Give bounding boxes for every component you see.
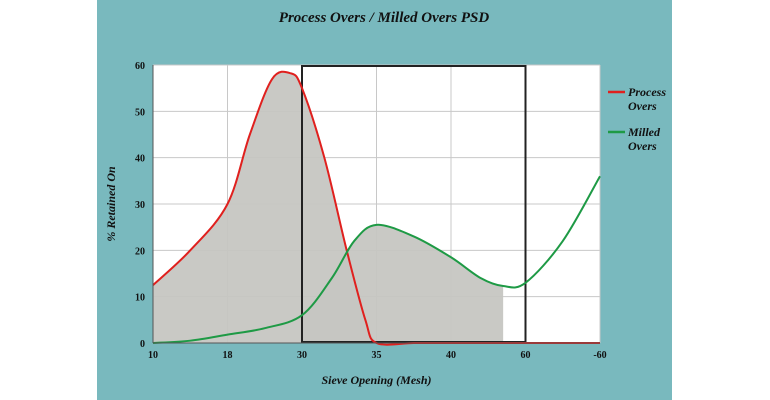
y-tick-label: 10 <box>135 293 145 304</box>
legend-label: Process <box>628 85 666 99</box>
milled-overs-area <box>302 224 504 343</box>
x-tick-label: 35 <box>372 350 382 361</box>
axes <box>152 65 600 344</box>
y-tick-label: 0 <box>140 339 145 350</box>
x-axis-title: Sieve Opening (Mesh) <box>322 373 432 387</box>
chart-panel: Process Overs / Milled Overs PSD 10 18 30 3… <box>97 0 672 400</box>
x-tick-labels: 10 18 30 35 40 60 -60 <box>148 350 607 361</box>
x-tick-label: -60 <box>593 350 606 361</box>
x-tick-label: 10 <box>148 350 158 361</box>
y-tick-label: 40 <box>135 154 145 165</box>
process-overs-area <box>153 71 377 343</box>
x-tick-label: 18 <box>223 350 233 361</box>
chart-title: Process Overs / Milled Overs PSD <box>279 10 490 26</box>
y-tick-label: 60 <box>135 61 145 72</box>
y-tick-label: 30 <box>135 200 145 211</box>
x-tick-label: 30 <box>297 350 307 361</box>
y-tick-label: 20 <box>135 246 145 257</box>
y-axis-title: % Retained On <box>104 166 118 242</box>
legend-label: Overs <box>628 139 657 153</box>
chart-svg: Process Overs / Milled Overs PSD 10 18 30 3… <box>104 10 666 387</box>
y-tick-labels: 0 10 20 30 40 50 60 <box>135 61 145 350</box>
legend-label: Milled <box>627 125 661 139</box>
x-tick-label: 40 <box>446 350 456 361</box>
y-tick-label: 50 <box>135 107 145 118</box>
area-fills <box>153 71 504 343</box>
legend-label: Overs <box>628 99 657 113</box>
x-tick-label: 60 <box>521 350 531 361</box>
milled-overs-line <box>152 175 601 344</box>
